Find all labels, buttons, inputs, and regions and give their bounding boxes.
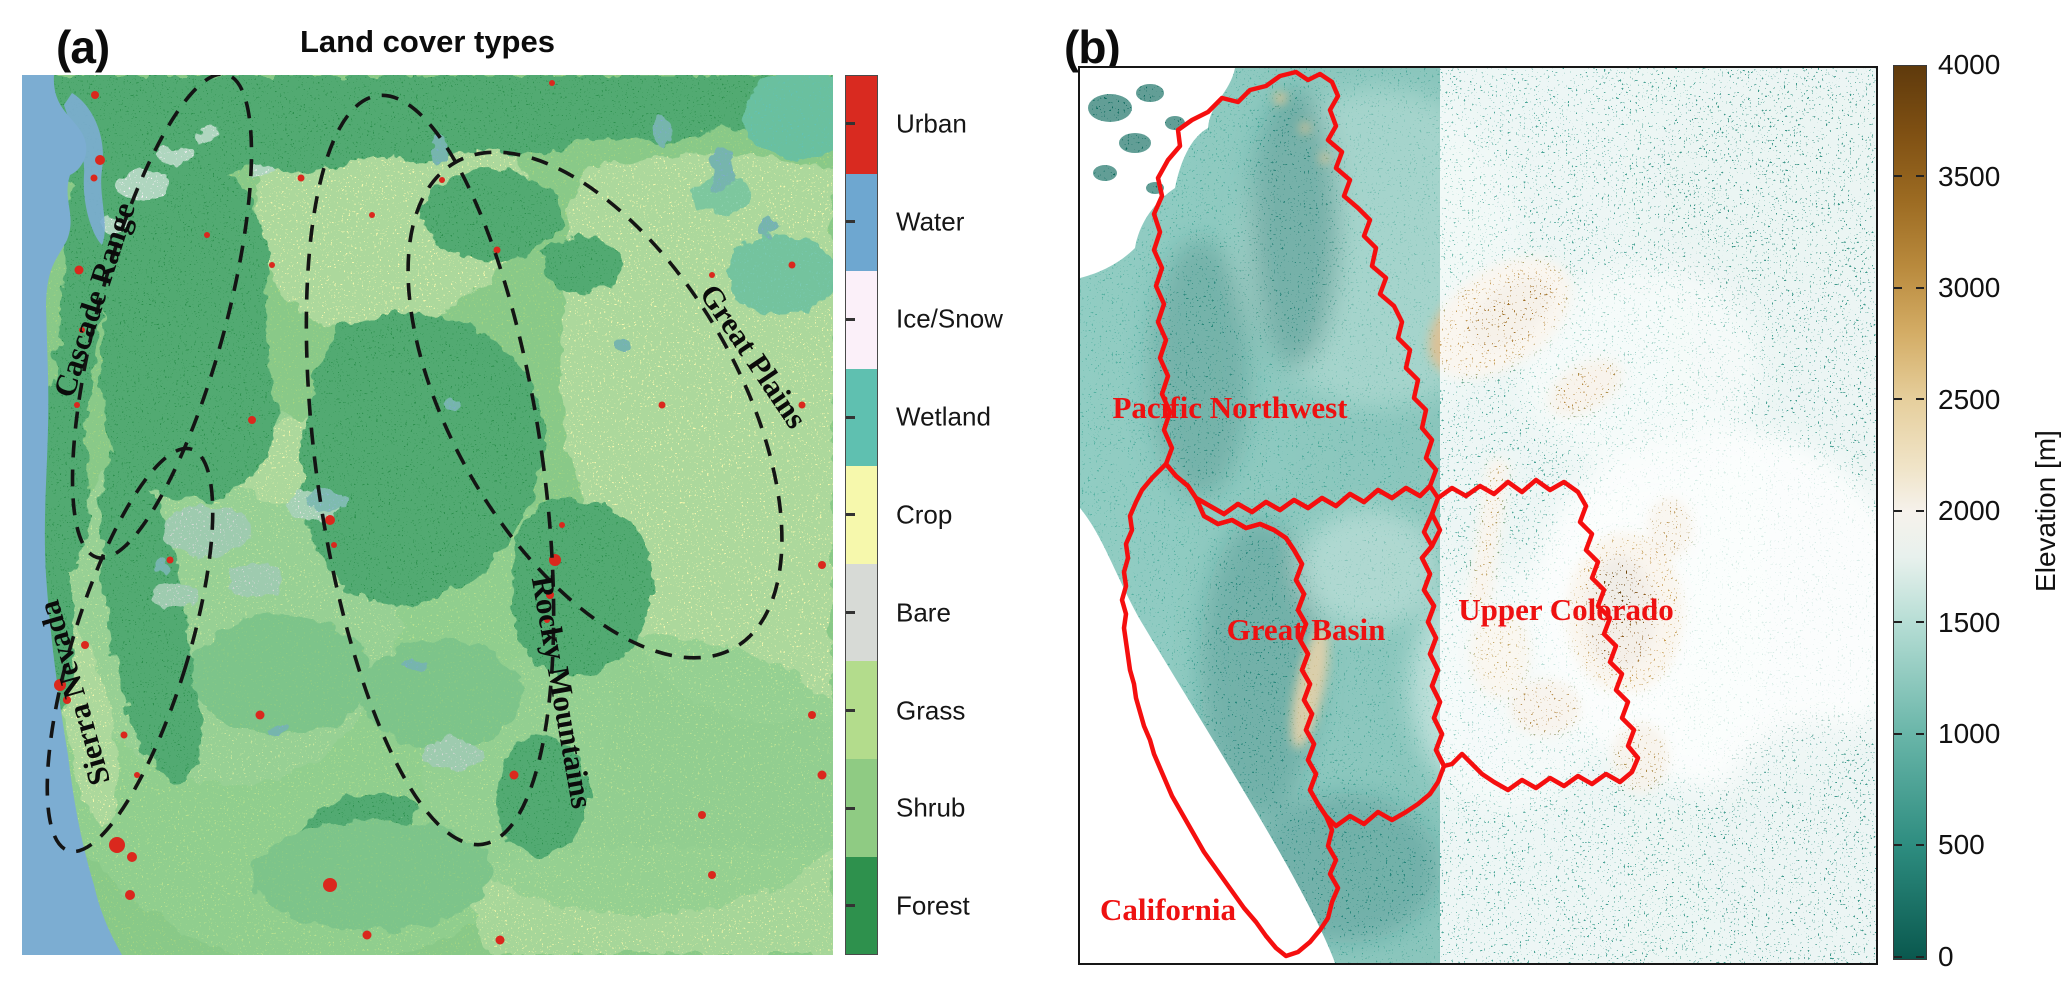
colorbar-tick <box>1894 175 1902 177</box>
colorbar-tick <box>1894 956 1902 958</box>
urban-dots <box>54 80 827 945</box>
elevation-speckle-light <box>1080 68 1440 963</box>
region-label-upper-colorado: Upper Colorado <box>1458 592 1674 627</box>
colorbar-tick-label-2500: 2500 <box>1938 383 2001 415</box>
legend-tick <box>846 807 855 810</box>
colorbar-tick-label-3500: 3500 <box>1938 160 2001 192</box>
colorbar-tick <box>1894 398 1902 400</box>
colorbar-tick <box>1916 733 1924 735</box>
colorbar-tick <box>1894 287 1902 289</box>
colorbar-tick <box>1916 175 1924 177</box>
colorbar-tick <box>1916 621 1924 623</box>
region-boundary-california <box>1119 461 1341 959</box>
colorbar-tick-label-2000: 2000 <box>1938 495 2001 526</box>
panel-b-tag: (b) <box>1064 21 1121 73</box>
legend-label-water: Water <box>896 206 965 237</box>
landcover-map-art: Cascade Range Sierra Nevada Great Plains… <box>22 75 833 955</box>
raster-speckle <box>22 75 833 955</box>
dashed-ellipse-rocky-mountains <box>304 93 556 847</box>
landcover-raster: Cascade Range Sierra Nevada Great Plains… <box>22 75 833 955</box>
legend-label-forest: Forest <box>896 890 970 921</box>
legend-label-crop: Crop <box>896 499 953 530</box>
legend-tick <box>846 709 855 712</box>
colorbar-tick <box>1916 510 1924 512</box>
legend-tick <box>846 416 855 419</box>
landcover-map: Cascade Range Sierra Nevada Great Plains… <box>22 75 833 955</box>
legend-tick <box>846 513 855 516</box>
colorbar-tick <box>1894 621 1902 623</box>
colorbar-tick <box>1894 733 1902 735</box>
legend-tick <box>846 220 855 223</box>
colorbar-tick <box>1916 844 1924 846</box>
region-label-california: California <box>1100 892 1237 927</box>
legend-label-grass: Grass <box>896 695 966 726</box>
ocean-area <box>22 75 122 955</box>
elevation-map-art: Pacific Northwest Great Basin Upper Colo… <box>1080 68 1876 963</box>
region-boundary-upper-colorado <box>1419 477 1641 793</box>
legend-label-wetland: Wetland <box>896 401 991 432</box>
colorbar-tick <box>1916 398 1924 400</box>
legend-label-shrub: Shrub <box>896 792 966 823</box>
colorbar-tick <box>1916 287 1924 289</box>
dashed-ellipse-great-plains <box>406 150 784 660</box>
elevation-map: Pacific Northwest Great Basin Upper Colo… <box>1078 66 1878 965</box>
region-label-great-basin: Great Basin <box>1227 612 1386 647</box>
colorbar-tick-label-1500: 1500 <box>1938 606 2001 638</box>
colorbar-tick-label-4000: 4000 <box>1938 49 2001 80</box>
panel-a-title: Land cover types <box>300 24 555 59</box>
dashed-ellipse-sierra-nevada <box>45 446 215 854</box>
elevation-colorbar <box>1893 65 1927 960</box>
elevation-axis-title: Elevation [m] <box>2030 430 2061 592</box>
colorbar-tick-label-500: 500 <box>1938 829 1985 861</box>
colorbar-tick <box>1916 956 1924 958</box>
colorbar-tick <box>1894 844 1902 846</box>
colorbar-tick-label-0: 0 <box>1938 941 1954 972</box>
colorbar-tick-label-3000: 3000 <box>1938 272 2001 303</box>
elevation-speckle <box>1440 68 1876 963</box>
region-boundary-pacific-northwest <box>1151 69 1439 517</box>
landcover-legend-labels: Urban Water Ice/Snow Wetland Crop Bare G… <box>896 75 1046 955</box>
colorbar-tick <box>1894 510 1902 512</box>
legend-label-bare: Bare <box>896 597 951 628</box>
legend-tick <box>846 318 855 321</box>
legend-label-ice-snow: Ice/Snow <box>896 303 1003 334</box>
elevation-colorbar-labels: 0 500 1000 1500 2000 2500 3000 3500 4000 <box>1938 49 2048 972</box>
dashed-ellipse-cascade-range <box>70 75 254 560</box>
panel-a-tag: (a) <box>56 21 110 73</box>
legend-tick <box>846 122 855 125</box>
region-label-pacific-northwest: Pacific Northwest <box>1113 390 1349 425</box>
legend-label-urban: Urban <box>896 108 967 139</box>
legend-tick <box>846 611 855 614</box>
legend-tick <box>846 904 855 907</box>
colorbar-tick-label-1000: 1000 <box>1938 718 2001 749</box>
landcover-legend <box>845 75 878 955</box>
